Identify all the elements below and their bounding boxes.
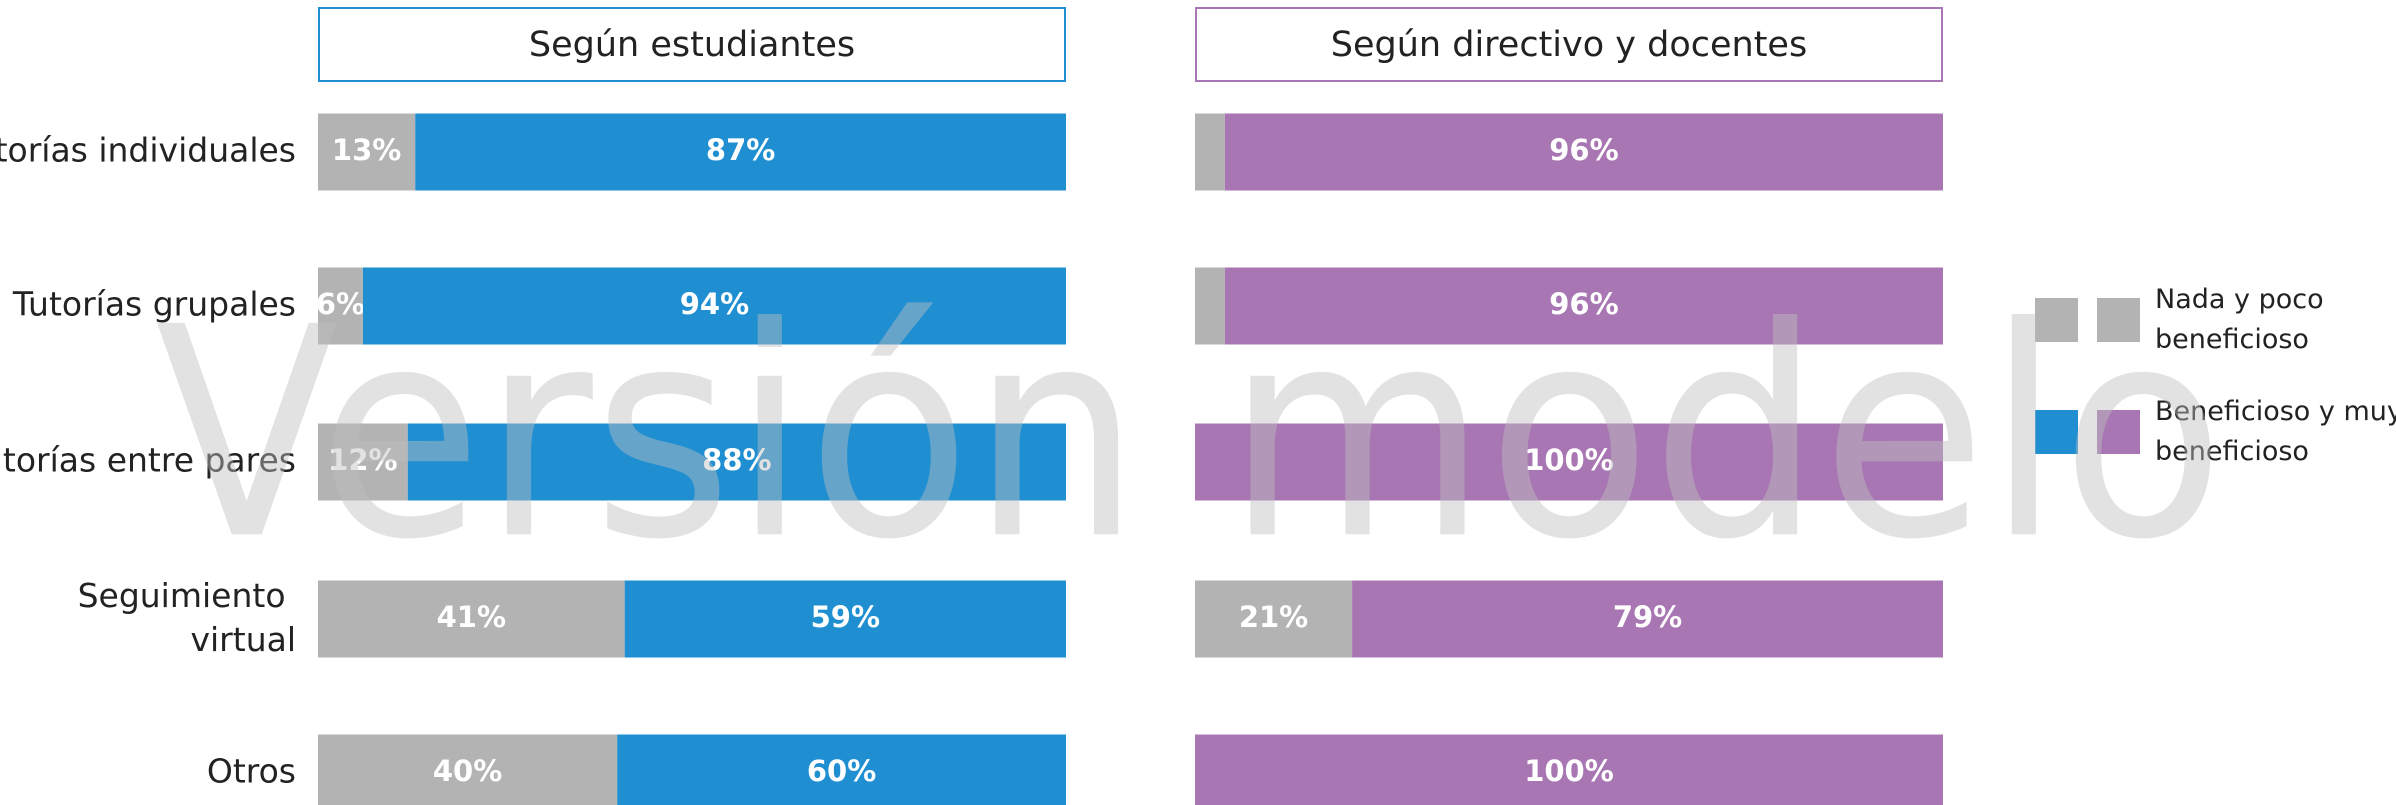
bar-segment — [1195, 423, 1943, 501]
bar-segment — [318, 423, 408, 501]
title-box — [318, 7, 1066, 82]
legend-swatch — [2097, 410, 2140, 454]
bar-segment — [617, 734, 1066, 805]
category-label: Seguimiento virtual — [78, 576, 296, 659]
value-label: 100% — [1524, 443, 1614, 477]
category-label: Otros — [207, 752, 296, 791]
bar-segment — [407, 423, 1066, 501]
legend-label: Beneficioso y muy beneficioso — [2155, 396, 2396, 467]
value-label: 87% — [706, 133, 775, 167]
bar-segment — [1224, 267, 1943, 345]
value-label: 88% — [702, 443, 771, 477]
bar-segment — [1195, 734, 1943, 805]
bar-segment — [415, 113, 1066, 191]
bar-segment — [1195, 267, 1225, 345]
bar-segment — [1195, 580, 1353, 658]
panel-title: Según directivo y docentes — [1331, 25, 1807, 65]
value-label: 100% — [1524, 754, 1614, 788]
bar-segment — [624, 580, 1066, 658]
legend-swatch — [2035, 410, 2078, 454]
value-label: 60% — [807, 754, 876, 788]
bar-segment — [318, 267, 363, 345]
value-label: 94% — [680, 287, 749, 321]
legend-label: Nada y poco beneficioso — [2155, 284, 2332, 355]
bar-segment — [362, 267, 1066, 345]
value-label: 59% — [811, 600, 880, 634]
bar-segment — [1195, 113, 1225, 191]
bar-segment — [1224, 113, 1943, 191]
bar-segment — [1352, 580, 1943, 658]
category-label: Tutorías grupales — [12, 285, 296, 324]
category-label: Tutorías entre pares — [0, 441, 296, 480]
value-label: 96% — [1549, 133, 1618, 167]
value-label: 13% — [332, 133, 401, 167]
legend-swatch — [2035, 298, 2078, 342]
value-label: 96% — [1549, 287, 1618, 321]
watermark: Versión modelo — [155, 266, 2225, 603]
value-label: 41% — [437, 600, 506, 634]
legend-swatch — [2097, 298, 2140, 342]
title-box — [1195, 7, 1943, 82]
value-label: 40% — [433, 754, 502, 788]
value-label: 21% — [1239, 600, 1308, 634]
category-label: Tutorías individuales — [0, 131, 296, 170]
panel-title: Según estudiantes — [529, 25, 855, 65]
bar-segment — [318, 113, 416, 191]
value-label: 6% — [316, 287, 365, 321]
value-label: 79% — [1613, 600, 1682, 634]
value-label: 12% — [328, 443, 397, 477]
bar-segment — [318, 580, 625, 658]
bar-segment — [318, 734, 618, 805]
